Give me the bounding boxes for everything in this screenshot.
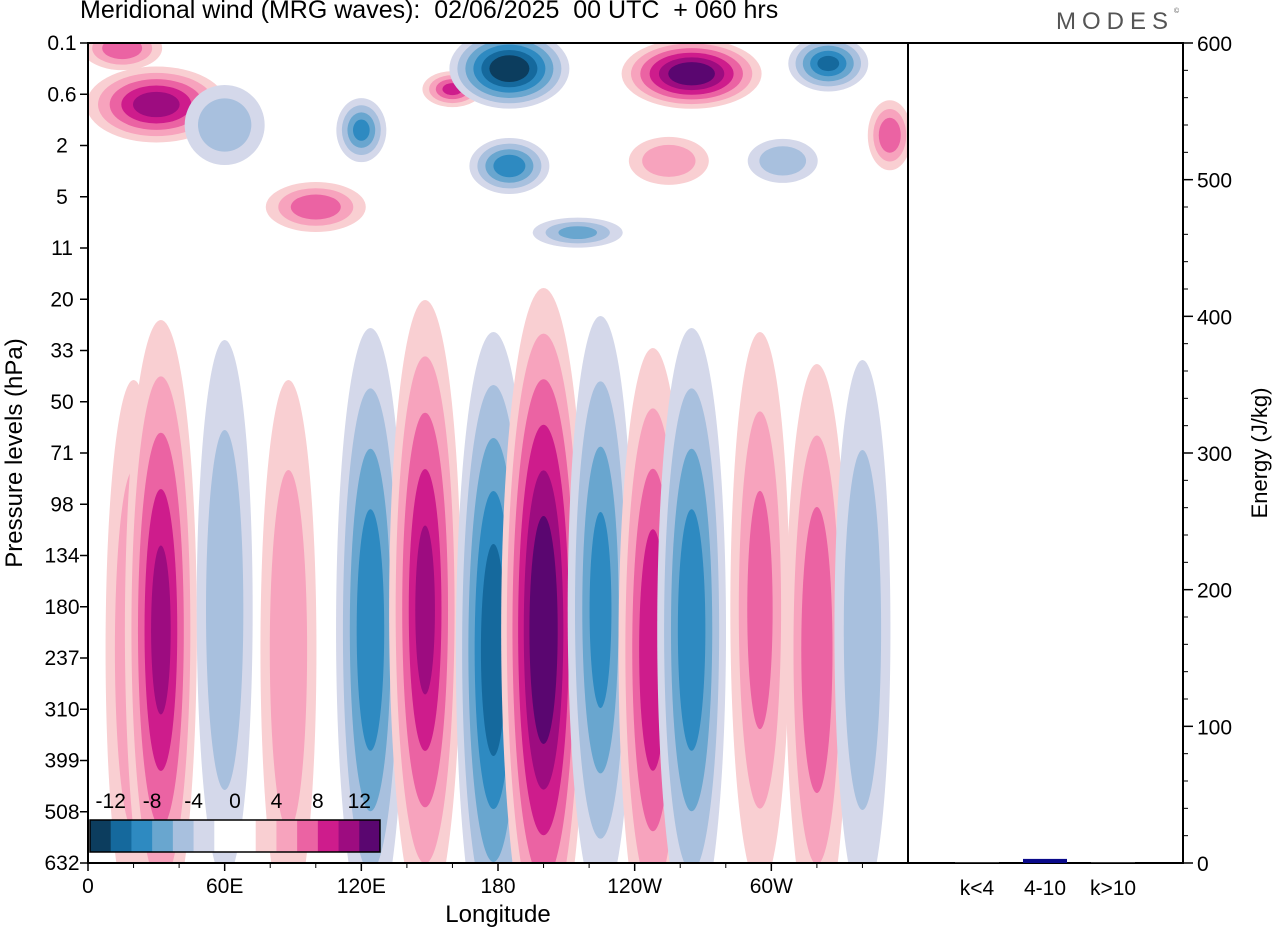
colorbar-swatch	[255, 820, 277, 852]
x-tick-label: 180	[480, 875, 515, 898]
energy-axis-label: Energy (J/kg)	[1247, 388, 1272, 519]
y-tick-label: 632	[44, 852, 79, 875]
contour-band	[415, 525, 435, 695]
contour-band	[529, 516, 558, 744]
chart-title: Meridional wind (MRG waves): 02/06/2025 …	[80, 0, 779, 24]
contour-feature	[198, 98, 252, 152]
colorbar-frame	[89, 819, 381, 853]
contour-band	[269, 470, 308, 830]
y-tick-label: 0.1	[47, 32, 76, 55]
y-tick-label: 134	[44, 545, 79, 568]
energy-y-tick-label: 400	[1197, 306, 1232, 329]
colorbar-label: 8	[312, 790, 324, 813]
contour-band	[356, 509, 385, 751]
y-tick-label: 5	[56, 186, 68, 209]
contour-band	[589, 512, 612, 708]
contour-feature	[817, 55, 840, 72]
contour-band	[843, 450, 882, 810]
x-tick-label: 60W	[750, 875, 793, 898]
y-tick-label: 33	[50, 340, 73, 363]
colorbar-swatch	[152, 820, 174, 852]
y-tick-label: 237	[44, 647, 79, 670]
contour-band	[480, 544, 506, 756]
colorbar-label: 0	[229, 790, 241, 813]
contour-field	[88, 43, 908, 863]
y-tick-label: 20	[50, 288, 73, 311]
contour-feature	[493, 154, 526, 178]
colorbar-label: 4	[271, 790, 283, 813]
energy-y-tick-label: 600	[1197, 33, 1232, 56]
energy-y-tick-label: 100	[1197, 716, 1232, 739]
contour-feature	[642, 144, 696, 177]
colorbar-swatch	[110, 820, 132, 852]
colorbar-swatch	[276, 820, 298, 852]
y-tick-label: 2	[56, 135, 68, 158]
y-tick-label: 11	[51, 237, 73, 260]
colorbar-swatch	[317, 820, 340, 852]
colorbar-swatch	[90, 820, 112, 852]
colorbar-label: 12	[348, 790, 371, 813]
energy-y-tick-label: 0	[1197, 853, 1209, 876]
energy-category-label: k<4	[960, 877, 995, 900]
contour-feature	[102, 43, 143, 60]
contour-feature	[668, 62, 715, 86]
contour-feature	[353, 119, 370, 141]
brand-logo: MODES©	[1056, 8, 1179, 36]
x-axis-label: Longitude	[445, 901, 550, 928]
energy-category-label: k>10	[1090, 877, 1136, 900]
x-tick-label: 60E	[206, 875, 243, 898]
y-tick-label: 71	[50, 442, 73, 465]
colorbar-label: -12	[96, 790, 126, 813]
colorbar-swatch	[131, 820, 153, 852]
contour-band	[747, 490, 773, 730]
energy-category-label: 4-10	[1024, 877, 1066, 900]
y-tick-label: 508	[44, 801, 79, 824]
brand-mark: ©	[1174, 8, 1180, 15]
x-tick-label: 0	[82, 875, 94, 898]
contour-feature	[290, 194, 341, 220]
x-tick-label: 120E	[337, 875, 386, 898]
colorbar-swatch	[172, 820, 195, 852]
y-tick-label: 0.6	[47, 83, 76, 106]
colorbar-label: -8	[143, 790, 162, 813]
contour-band	[801, 507, 833, 793]
y-tick-label: 50	[50, 391, 73, 414]
contour-feature	[133, 91, 180, 118]
colorbar-swatch	[359, 820, 381, 852]
colorbar-swatch	[297, 820, 319, 852]
energy-panel-frame	[907, 42, 1184, 864]
y-tick-label: 399	[44, 750, 79, 773]
colorbar-label: -4	[184, 790, 203, 813]
brand-name: MODES	[1056, 8, 1175, 35]
y-tick-label: 98	[50, 493, 73, 516]
x-tick-label: 120W	[607, 875, 662, 898]
energy-y-tick-label: 500	[1197, 170, 1232, 193]
contour-band	[677, 509, 706, 751]
energy-bar	[1023, 858, 1067, 863]
contour-feature	[759, 146, 807, 176]
contour-band	[206, 430, 244, 790]
contour-feature	[878, 117, 901, 153]
energy-y-tick-label: 200	[1197, 580, 1232, 603]
colorbar-swatch	[214, 820, 236, 852]
y-tick-label: 180	[44, 596, 79, 619]
y-tick-label: 310	[44, 698, 79, 721]
colorbar-swatch	[193, 820, 215, 852]
energy-bar	[1091, 862, 1135, 863]
contour-feature	[489, 55, 530, 82]
energy-y-tick-label: 300	[1197, 443, 1232, 466]
contour-band	[151, 545, 171, 715]
colorbar-swatch	[235, 820, 257, 852]
energy-bar	[955, 862, 999, 863]
y-axis-label: Pressure levels (hPa)	[1, 338, 28, 567]
colorbar-swatch	[338, 820, 360, 852]
contour-feature	[558, 226, 598, 240]
